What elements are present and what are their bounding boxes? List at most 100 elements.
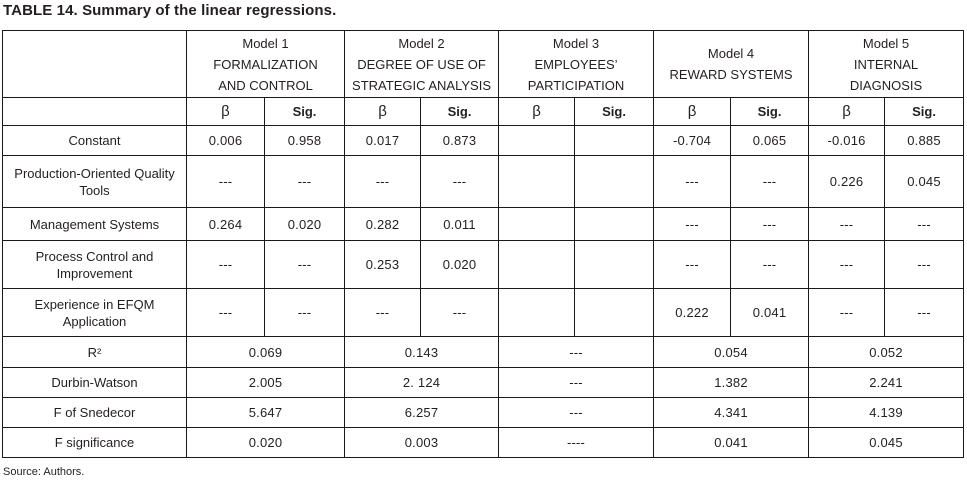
- table-row-management-systems: Management Systems 0.264 0.020 0.282 0.0…: [2, 207, 965, 241]
- cell: ---: [344, 155, 422, 208]
- cell: ---: [186, 155, 265, 208]
- row-label: Experience in EFQM Application: [2, 288, 187, 337]
- cell: ---: [420, 288, 500, 337]
- beta-sig-header-row: β Sig. β Sig. β Sig. β Sig. β Sig.: [2, 97, 965, 126]
- model-3-header: Model 3 EMPLOYEES’ PARTICIPATION: [498, 30, 655, 98]
- corner-blank-cell: [2, 30, 187, 98]
- cell: [498, 288, 576, 337]
- cell: [498, 125, 576, 156]
- cell: 5.647: [185, 397, 346, 428]
- cell: ---: [186, 288, 265, 337]
- cell: ---: [808, 207, 886, 241]
- row-label: R²: [2, 336, 187, 368]
- cell: ---: [653, 207, 732, 241]
- table-row-f-snedecor: F of Snedecor 5.647 6.257 --- 4.341 4.13…: [2, 397, 965, 428]
- beta-header: β: [186, 97, 265, 126]
- sig-header: Sig.: [730, 97, 810, 126]
- cell: 0.958: [263, 125, 346, 156]
- cell: ----: [498, 427, 655, 458]
- cell: ---: [263, 155, 346, 208]
- cell: 4.341: [653, 397, 810, 428]
- source-note: Source: Authors.: [3, 466, 85, 478]
- cell: 0.885: [884, 125, 965, 156]
- cell: ---: [498, 336, 655, 368]
- cell: 0.020: [263, 207, 346, 241]
- cell: 0.143: [344, 336, 500, 368]
- sig-header: Sig.: [420, 97, 500, 126]
- table-row-production-quality-tools: Production-Oriented Quality Tools --- --…: [2, 155, 965, 208]
- cell: ---: [498, 367, 655, 398]
- cell: 2.005: [185, 367, 346, 398]
- cell: [574, 240, 655, 289]
- cell: ---: [263, 240, 346, 289]
- table-row-f-significance: F significance 0.020 0.003 ---- 0.041 0.…: [2, 427, 965, 458]
- cell: 2. 124: [344, 367, 500, 398]
- model-4-header: Model 4 REWARD SYSTEMS: [653, 30, 810, 98]
- cell: 0.041: [730, 288, 810, 337]
- row-label: F significance: [2, 427, 187, 458]
- beta-header: β: [498, 97, 576, 126]
- cell: -0.016: [808, 125, 886, 156]
- beta-header: β: [653, 97, 732, 126]
- table-row-r-squared: R² 0.069 0.143 --- 0.054 0.052: [2, 336, 965, 368]
- cell: 0.045: [808, 427, 965, 458]
- cell: 0.065: [730, 125, 810, 156]
- cell: 4.139: [808, 397, 965, 428]
- cell: 0.017: [344, 125, 422, 156]
- blank-label-cell: [2, 97, 187, 126]
- cell: 0.006: [186, 125, 265, 156]
- table-row-efqm-experience: Experience in EFQM Application --- --- -…: [2, 288, 965, 337]
- row-label: F of Snedecor: [2, 397, 187, 428]
- row-label: Constant: [2, 125, 187, 156]
- cell: 0.052: [808, 336, 965, 368]
- beta-header: β: [808, 97, 886, 126]
- sig-header: Sig.: [884, 97, 965, 126]
- table-row-process-control: Process Control and Improvement --- --- …: [2, 240, 965, 289]
- model-2-header: Model 2 DEGREE OF USE OF STRATEGIC ANALY…: [344, 30, 500, 98]
- cell: 0.222: [653, 288, 732, 337]
- table-title: TABLE 14. Summary of the linear regressi…: [3, 2, 337, 19]
- cell: ---: [730, 155, 810, 208]
- cell: ---: [808, 288, 886, 337]
- cell: 0.054: [653, 336, 810, 368]
- row-label: Management Systems: [2, 207, 187, 241]
- cell: ---: [653, 155, 732, 208]
- cell: -0.704: [653, 125, 732, 156]
- cell: [574, 288, 655, 337]
- row-label: Production-Oriented Quality Tools: [2, 155, 187, 208]
- regression-summary-table: Model 1 FORMALIZATION AND CONTROL Model …: [2, 30, 965, 458]
- cell: ---: [884, 288, 965, 337]
- cell: 0.045: [884, 155, 965, 208]
- cell: ---: [263, 288, 346, 337]
- cell: ---: [653, 240, 732, 289]
- cell: ---: [186, 240, 265, 289]
- sig-header: Sig.: [263, 97, 346, 126]
- cell: 0.282: [344, 207, 422, 241]
- cell: 1.382: [653, 367, 810, 398]
- row-label: Durbin-Watson: [2, 367, 187, 398]
- model-header-row: Model 1 FORMALIZATION AND CONTROL Model …: [2, 30, 965, 98]
- cell: ---: [808, 240, 886, 289]
- cell: [574, 125, 655, 156]
- cell: 0.069: [185, 336, 346, 368]
- cell: 0.253: [344, 240, 422, 289]
- cell: 2.241: [808, 367, 965, 398]
- table-row-durbin-watson: Durbin-Watson 2.005 2. 124 --- 1.382 2.2…: [2, 367, 965, 398]
- cell: 0.020: [420, 240, 500, 289]
- cell: 0.226: [808, 155, 886, 208]
- cell: [574, 155, 655, 208]
- cell: 0.003: [344, 427, 500, 458]
- cell: ---: [420, 155, 500, 208]
- cell: 0.020: [185, 427, 346, 458]
- model-1-header: Model 1 FORMALIZATION AND CONTROL: [185, 30, 346, 98]
- cell: ---: [344, 288, 422, 337]
- cell: ---: [884, 240, 965, 289]
- cell: 6.257: [344, 397, 500, 428]
- cell: 0.011: [420, 207, 500, 241]
- cell: [498, 207, 576, 241]
- row-label: Process Control and Improvement: [2, 240, 187, 289]
- sig-header: Sig.: [574, 97, 655, 126]
- cell: ---: [498, 397, 655, 428]
- model-5-header: Model 5 INTERNAL DIAGNOSIS: [808, 30, 965, 98]
